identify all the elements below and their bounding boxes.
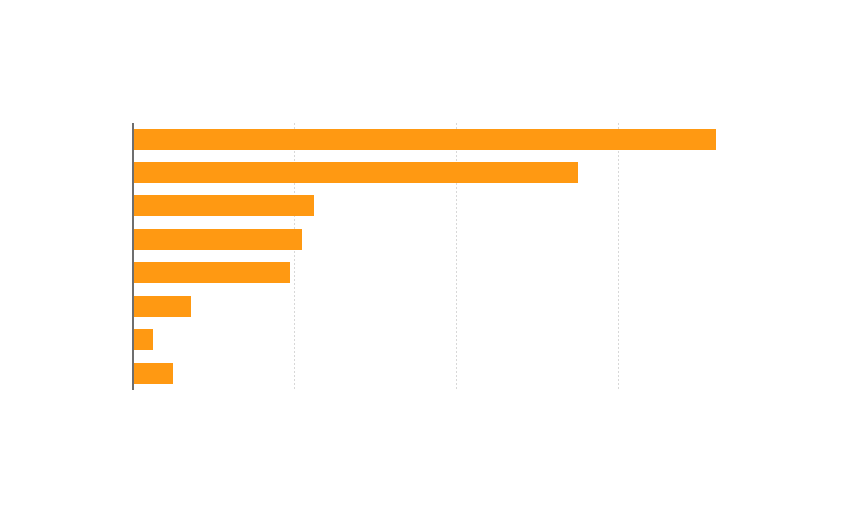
bar-chart-plot-area xyxy=(132,123,850,390)
bar xyxy=(134,195,314,217)
gridline xyxy=(618,123,619,390)
bar xyxy=(134,161,578,183)
bar xyxy=(134,262,290,284)
y-axis-line xyxy=(132,123,134,390)
bar xyxy=(134,295,191,317)
bar xyxy=(134,128,716,150)
bar xyxy=(134,228,303,250)
bar xyxy=(134,329,154,351)
bar xyxy=(134,362,173,384)
gridline xyxy=(456,123,457,390)
gridline xyxy=(294,123,295,390)
